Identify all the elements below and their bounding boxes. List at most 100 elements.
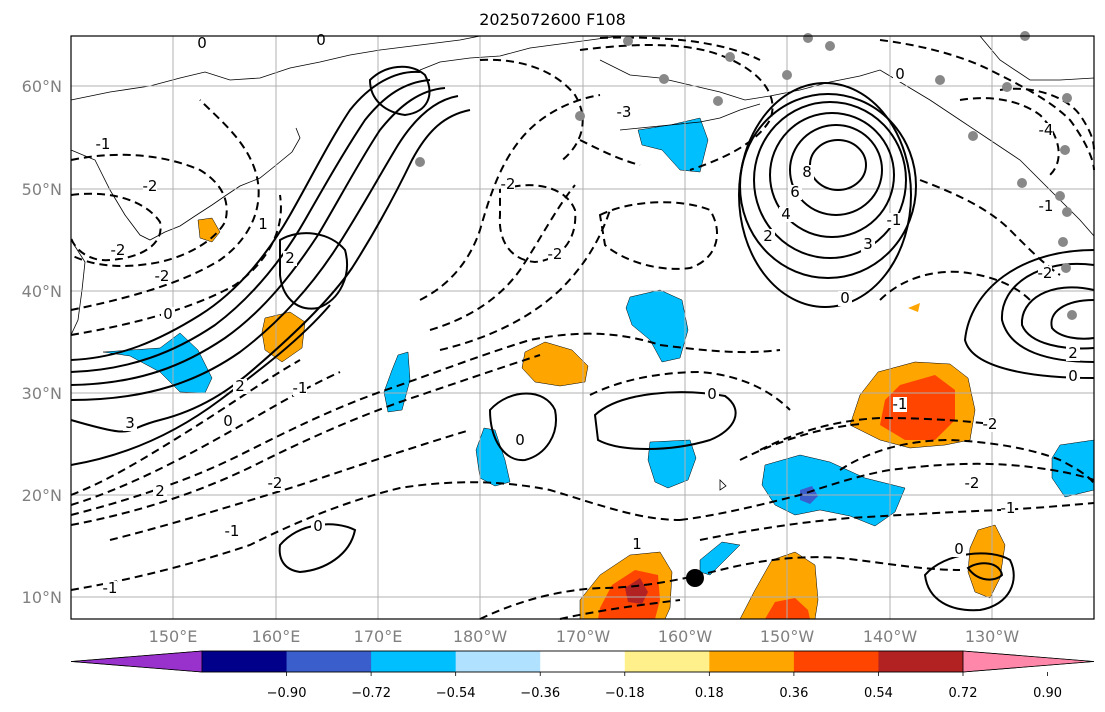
station-dot (1061, 263, 1071, 273)
contour-label: 6 (790, 183, 800, 201)
contour-label: 0 (316, 31, 326, 49)
contour-label-bg (268, 476, 282, 491)
latitude-label: 50°N (22, 180, 62, 199)
colorbar-tick-label: 0.18 (695, 686, 724, 701)
contour-dashed (589, 370, 791, 411)
latitude-labels: 60°N 50°N 40°N 30°N 20°N 10°N (22, 77, 62, 607)
contour-label-bg (155, 269, 169, 284)
contour-dashed (659, 344, 781, 354)
contour-solid (70, 87, 446, 386)
contour-dashed (739, 423, 861, 461)
contour-dashed (579, 44, 774, 171)
station-dot (1002, 82, 1012, 92)
contour-solid (1050, 299, 1095, 340)
contour-label-bg (225, 524, 239, 539)
colorbar-segment (793, 651, 879, 672)
shade-orange (521, 341, 589, 387)
longitude-labels: 150°E 160°E 170°E 180°W 170°W 160°W 150°W 140°W… (149, 627, 1020, 646)
contour-label-bg (838, 291, 852, 306)
contour-label: -2 (501, 175, 516, 193)
contour-dashed (419, 94, 601, 301)
contour-label: -1 (293, 379, 308, 397)
colorbar-outline (70, 650, 1095, 673)
contour-dashed (579, 139, 641, 166)
station-dot (623, 36, 633, 46)
contour-label-bg (788, 185, 802, 200)
contour-label: -2 (1038, 264, 1053, 282)
colorbar-tick-label: −0.72 (351, 686, 391, 701)
contour-dashed (70, 192, 162, 262)
contour-label-bg (195, 36, 209, 51)
contour-label-bg (1039, 199, 1053, 214)
contour-dashed (699, 502, 1095, 541)
station-dot (1058, 237, 1068, 247)
colorbar-tick-label: −0.54 (436, 686, 476, 701)
contour-label: -3 (617, 103, 632, 121)
contour-label-bg (311, 519, 325, 534)
contour-label: -1 (887, 211, 902, 229)
colorbar-labels: −0.90 −0.72 −0.54 −0.36 −0.18 0.18 0.36 0.54 0.7… (267, 672, 1062, 701)
contour-label: 0 (313, 517, 323, 535)
station-dot (803, 33, 813, 43)
contour-dashed (70, 359, 301, 496)
colorbar-segment (624, 651, 710, 672)
contour-label-bg (630, 537, 644, 552)
colorbar (70, 650, 1095, 673)
contour-label: 0 (163, 305, 173, 323)
station-dot (725, 52, 735, 62)
shade-blue (383, 351, 411, 413)
colorbar-tick-label: −0.18 (605, 686, 645, 701)
contour-label-bg (103, 581, 117, 596)
station-dot (1060, 145, 1070, 155)
contour-label-bg (233, 379, 247, 394)
contour-solid (789, 124, 883, 216)
colorbar-tick-label: −0.36 (520, 686, 560, 701)
contour-label-bg (96, 137, 110, 152)
longitude-label: 170°W (556, 627, 611, 646)
station-dot (659, 74, 669, 84)
contour-label: 0 (197, 34, 207, 52)
contour-dashed (70, 99, 260, 311)
contour-label-bg (893, 67, 907, 82)
station-dot (968, 131, 978, 141)
shade-orange (908, 303, 920, 312)
station-dot (415, 157, 425, 167)
contour-label: 2 (285, 249, 295, 267)
contour-solid (70, 70, 421, 361)
latitude-label: 60°N (22, 77, 62, 96)
contour-solid (70, 109, 471, 433)
longitude-label: 150°E (149, 627, 198, 646)
station-dot (825, 41, 835, 51)
colorbar-extension-left (70, 650, 203, 673)
colorbar-tick-label: −0.90 (267, 686, 307, 701)
contour-label: 0 (895, 65, 905, 83)
contour-dashed (109, 429, 471, 541)
marker-dot (686, 569, 704, 587)
contour-label: 3 (125, 414, 135, 432)
contour-label-bg (887, 213, 901, 228)
colorbar-segment (455, 651, 541, 672)
longitude-label: 150°W (760, 627, 815, 646)
contour-label: -4 (1039, 121, 1054, 139)
colorbar-segment (286, 651, 372, 672)
contour-solid (279, 232, 348, 310)
contour-label: 1 (632, 535, 642, 553)
map-frame (70, 35, 1095, 620)
contour-solid (70, 304, 331, 466)
contour-label-bg (779, 207, 793, 222)
contour-label: 4 (781, 205, 791, 223)
contour-label-bg (256, 217, 270, 232)
longitude-label: 140°W (863, 627, 918, 646)
contour-label: 0 (954, 540, 964, 558)
station-dot (1062, 207, 1072, 217)
contour-dashed (599, 36, 761, 61)
contour-solid (1020, 286, 1095, 350)
shade-blue (625, 289, 689, 363)
contour-label: -2 (111, 241, 126, 259)
colorbar-segment (371, 651, 457, 672)
latitude-label: 10°N (22, 588, 62, 607)
contour-label-bg (111, 243, 125, 258)
contour-solid (593, 391, 737, 450)
